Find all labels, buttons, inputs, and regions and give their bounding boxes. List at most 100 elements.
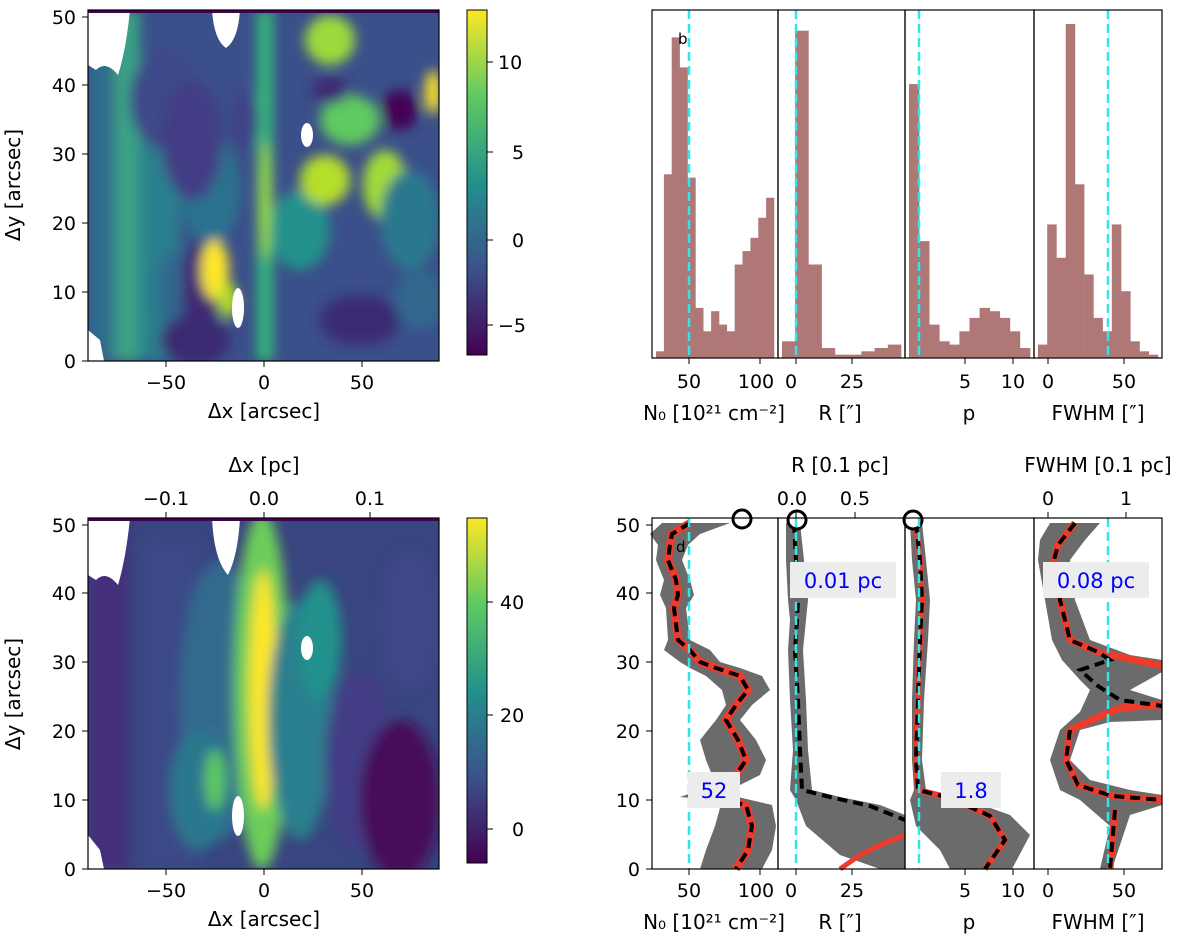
bottom-right-x-axes: 50 100 0 25 5 10 0 50 N₀ [10²¹ cm⁻²] R [… (643, 869, 1145, 934)
x-tick: 10 (1001, 880, 1025, 902)
y-tick: 20 (52, 213, 76, 235)
bottom-left-panel: −0.1 0.0 0.1 Δx [pc] −50 0 50 Δx [arcsec… (1, 453, 524, 931)
uncertainty-band (1038, 523, 1162, 869)
histogram-bar (874, 348, 889, 358)
histogram-bar (834, 354, 849, 358)
histogram-bar (989, 311, 1001, 358)
profile-line-best-fit (1051, 521, 1163, 870)
histogram-bar (750, 237, 759, 358)
x-tick: 0 (1042, 371, 1054, 393)
y-tick: 0 (64, 859, 76, 881)
histogram-bar (939, 341, 950, 358)
x-tick: 50 (677, 880, 701, 902)
top-right-panel: b 50 100 0 25 5 10 0 50 N₀ [10²¹ cm⁻²] R… (643, 9, 1163, 425)
x-axis-label: p (963, 401, 976, 425)
bottom-right-y-axis: 0 10 20 30 40 50 (616, 515, 652, 881)
uncertainty-band (650, 523, 776, 869)
y-axis-label: Δy [arcsec] (1, 638, 25, 750)
histogram-bar (671, 37, 680, 359)
bottom-right-top-axes: 0.0 0.5 0 1 R [0.1 pc] FWHM [0.1 pc] (777, 453, 1172, 518)
y-tick: 10 (52, 282, 76, 304)
histogram-bar (1019, 348, 1031, 358)
histogram-bar (718, 324, 728, 358)
top-left-colorbar: −5 0 5 10 (466, 9, 526, 356)
top-tick: 0 (1042, 488, 1054, 510)
x-axis-label: N₀ [10²¹ cm⁻²] (643, 910, 785, 934)
profile-r (777, 509, 906, 872)
histogram-bar (679, 67, 688, 359)
x-tick: −50 (146, 880, 186, 902)
x-tick: 10 (1001, 371, 1025, 393)
colorbar-tick: 0 (512, 819, 524, 841)
panel-label: b (678, 30, 688, 48)
y-tick: 20 (616, 721, 640, 743)
histogram-bar (919, 241, 930, 358)
annotation-text: 0.01 pc (804, 569, 882, 593)
histogram-bar (1130, 341, 1140, 358)
x-axis-label: Δx [arcsec] (208, 399, 320, 423)
annotation-fwhm: 0.08 pc (1043, 562, 1149, 598)
y-tick: 40 (52, 583, 76, 605)
histogram-frames (651, 9, 1163, 359)
x-tick: 50 (1112, 880, 1136, 902)
histogram-x-axes: 50 100 0 25 5 10 0 50 N₀ [10²¹ cm⁻²] R [… (643, 358, 1145, 425)
x-tick: 50 (677, 371, 701, 393)
annotation-n0: 52 (688, 772, 740, 808)
annotation-text: 1.8 (954, 779, 987, 803)
x-tick: 0 (258, 372, 270, 394)
histogram-bar (656, 351, 665, 358)
profile-line-red (838, 832, 906, 872)
histogram-bar (1111, 224, 1122, 358)
top-left-heatmap (88, 10, 439, 361)
histogram-bar (663, 174, 673, 358)
annotation-r: 0.01 pc (790, 562, 896, 598)
panel-label: d (676, 538, 686, 556)
histogram-bar (766, 197, 775, 358)
histogram-bar (887, 344, 902, 358)
histogram-bar (734, 264, 743, 358)
histogram-bar (821, 348, 836, 358)
histogram-bar (1056, 257, 1066, 358)
x-tick: 50 (350, 880, 374, 902)
histogram-bar (687, 177, 696, 358)
histogram-bar (1093, 317, 1103, 358)
y-tick: 10 (52, 790, 76, 812)
histogram-bar (711, 311, 720, 358)
y-tick: 20 (52, 721, 76, 743)
bottom-right-panel: d 52 0.01 pc 1.8 0.08 pc 0 10 2 (616, 453, 1172, 934)
annotation-text: 0.08 pc (1057, 569, 1135, 593)
histogram-bar (929, 324, 940, 358)
annotation-text: 52 (701, 779, 728, 803)
colorbar-tick: 20 (500, 705, 524, 727)
x-tick: 50 (1112, 371, 1136, 393)
histogram-bar (782, 341, 796, 358)
profile-line-best-fit (913, 522, 1008, 871)
x-tick: 0 (785, 371, 797, 393)
x-axis-label: R [″] (818, 910, 861, 934)
histogram-bar (1084, 274, 1094, 358)
x-tick: 0 (785, 880, 797, 902)
bottom-left-heatmap (88, 518, 439, 869)
top-left-x-axis: −50 0 50 Δx [arcsec] (146, 361, 374, 423)
histogram-bar (1047, 224, 1057, 358)
histogram-bar (1102, 331, 1113, 358)
bottom-left-colorbar: 0 20 40 (466, 517, 524, 864)
profile-p (902, 509, 1035, 871)
x-tick: −50 (146, 372, 186, 394)
y-axis-label: Δy [arcsec] (1, 129, 25, 241)
x-tick: 0 (1042, 880, 1054, 902)
histogram-bar (909, 84, 920, 358)
colorbar-tick: −5 (498, 315, 526, 337)
top-tick: 0.0 (249, 488, 279, 510)
histogram-bar (1074, 184, 1085, 358)
histogram-bar (999, 317, 1011, 358)
histogram-bar (1009, 331, 1021, 358)
histogram-bar (1121, 291, 1131, 358)
histogram-bar (1038, 344, 1048, 358)
histogram-markers (687, 10, 1110, 358)
y-tick: 30 (52, 144, 76, 166)
histogram-bar (808, 264, 822, 358)
profile-fwhm (1033, 517, 1163, 870)
x-axis-label: FWHM [″] (1051, 910, 1144, 934)
histogram-bar (1148, 354, 1159, 358)
